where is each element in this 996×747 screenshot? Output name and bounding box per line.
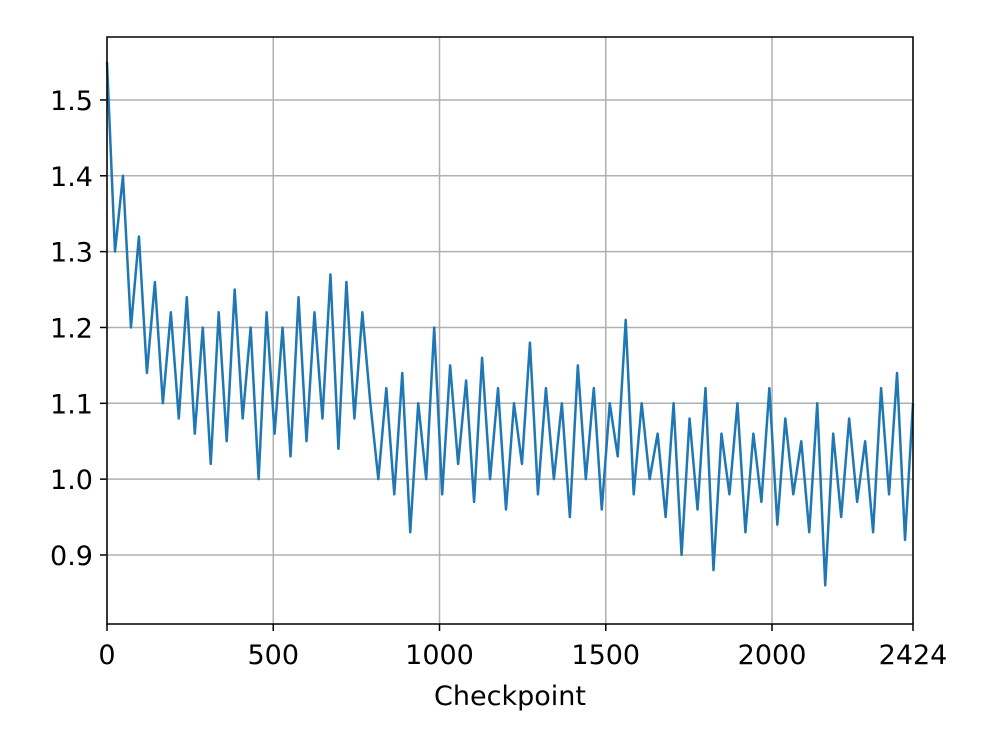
x-tick-label: 1000 — [405, 640, 474, 671]
plot-frame — [106, 36, 914, 625]
y-tick-label: 0.9 — [50, 541, 93, 572]
x-axis-label: Checkpoint — [434, 681, 586, 712]
y-tick-label: 1.2 — [50, 313, 93, 344]
data-line — [105, 61, 915, 587]
y-tick-label: 1.0 — [50, 465, 93, 496]
y-tick-label: 1.4 — [50, 162, 93, 193]
x-tick-label: 1500 — [571, 640, 640, 671]
y-tick-label: 1.1 — [50, 389, 93, 420]
x-tick-label: 2424 — [879, 640, 948, 671]
x-tick-label: 500 — [247, 640, 299, 671]
y-tick-label: 1.5 — [50, 86, 93, 117]
x-tick-label: 2000 — [738, 640, 807, 671]
y-tick-label: 1.3 — [50, 238, 93, 269]
x-tick-label: 0 — [98, 640, 115, 671]
